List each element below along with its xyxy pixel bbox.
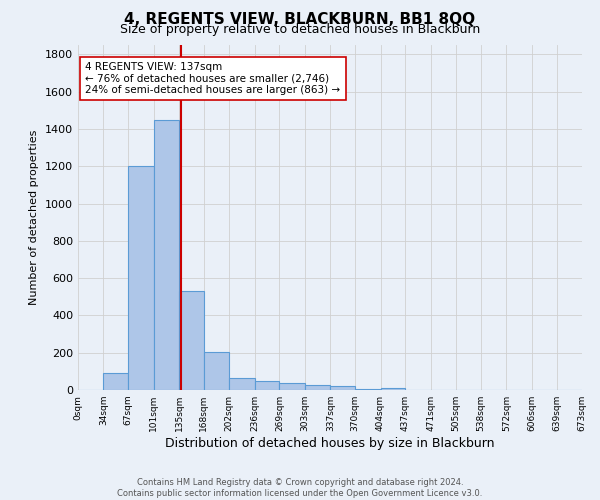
Bar [179,291,204,390]
Bar [255,380,280,390]
Bar [380,388,405,390]
Text: Contains HM Land Registry data © Crown copyright and database right 2024.
Contai: Contains HM Land Registry data © Crown c… [118,478,482,498]
Text: 4 REGENTS VIEW: 137sqm
← 76% of detached houses are smaller (2,746)
24% of semi-: 4 REGENTS VIEW: 137sqm ← 76% of detached… [85,62,341,95]
Bar [305,385,331,390]
Y-axis label: Number of detached properties: Number of detached properties [29,130,40,305]
Text: 4, REGENTS VIEW, BLACKBURN, BB1 8QQ: 4, REGENTS VIEW, BLACKBURN, BB1 8QQ [124,12,476,28]
Text: Size of property relative to detached houses in Blackburn: Size of property relative to detached ho… [120,22,480,36]
Bar [229,378,255,390]
Bar [355,389,380,390]
Bar [128,166,154,390]
Bar [204,352,229,390]
X-axis label: Distribution of detached houses by size in Blackburn: Distribution of detached houses by size … [165,437,495,450]
Bar [103,373,128,390]
Bar [280,382,305,390]
Bar [331,386,355,390]
Bar [154,120,179,390]
